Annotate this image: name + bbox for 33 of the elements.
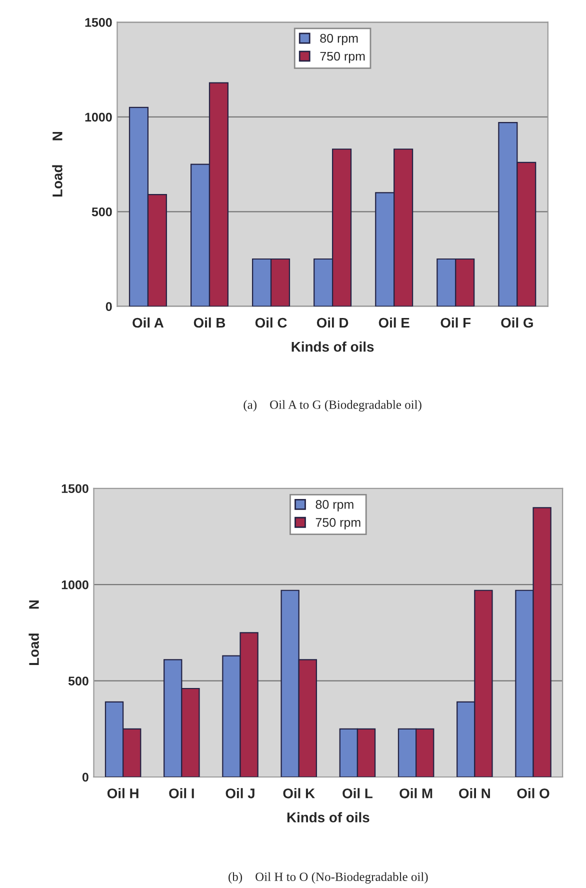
x-tick-label: Oil N — [459, 788, 490, 798]
y-tick-label: 0 — [82, 772, 88, 782]
x-tick-label: Oil J — [226, 788, 254, 798]
y-tick-label: 500 — [68, 676, 88, 686]
x-tick-label: Oil I — [169, 788, 194, 798]
text: (a) Oil A to G (Biodegradable oil) — [244, 400, 422, 412]
x-tick-label: Oil L — [342, 788, 372, 798]
y-tick-label: 0 — [106, 302, 112, 312]
x-tick-label: Oil E — [378, 317, 410, 328]
x-tick-label: Oil K — [283, 788, 315, 798]
y-axis-title: Load N — [52, 132, 62, 197]
x-axis-title: Kinds of oils — [287, 812, 370, 822]
x-tick-label: Oil H — [107, 788, 138, 798]
legend-label: 750 rpm — [320, 52, 365, 64]
y-tick-label: 500 — [92, 207, 112, 216]
legend-label: 80 rpm — [320, 34, 358, 46]
y-tick-label: 1000 — [62, 580, 88, 590]
x-tick-label: Oil A — [132, 317, 164, 328]
y-tick-label: 1500 — [85, 18, 112, 27]
legend-label: 80 rpm — [316, 500, 354, 512]
x-tick-label: Oil M — [400, 788, 432, 798]
x-tick-label: Oil D — [316, 317, 348, 328]
x-tick-label: Oil F — [440, 317, 471, 328]
text: (b) Oil H to O (No-Biodegradable oil) — [228, 872, 428, 884]
y-tick-label: 1000 — [85, 112, 112, 122]
x-axis-title: Kinds of oils — [292, 342, 374, 352]
y-axis-title: Load N — [28, 600, 39, 665]
x-tick-label: Oil C — [255, 317, 287, 328]
x-tick-label: Oil O — [517, 788, 550, 798]
y-tick-label: 1500 — [62, 484, 88, 494]
legend-label: 750 rpm — [316, 518, 360, 530]
x-tick-label: Oil B — [194, 317, 226, 328]
x-tick-label: Oil G — [501, 317, 533, 328]
